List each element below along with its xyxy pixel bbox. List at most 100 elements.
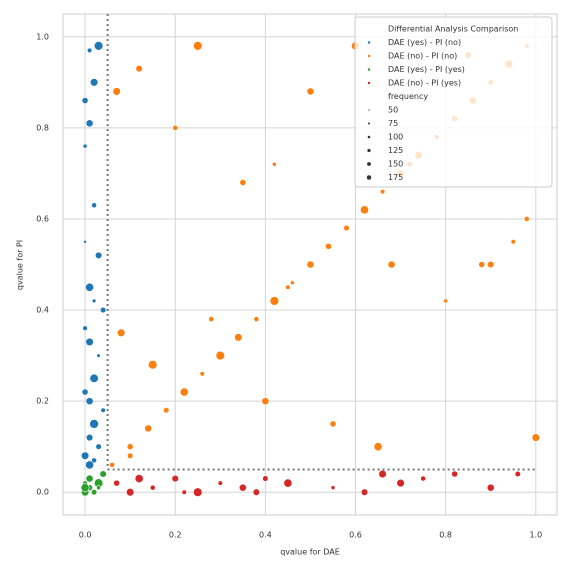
point <box>89 373 99 383</box>
point <box>343 224 350 232</box>
point <box>93 41 104 51</box>
point <box>113 479 121 487</box>
x-tick-label: 0.4 <box>259 531 272 540</box>
point <box>325 242 332 250</box>
point <box>373 442 383 452</box>
point <box>360 488 369 496</box>
point <box>253 316 260 323</box>
point <box>420 475 427 482</box>
point <box>193 487 203 497</box>
point <box>99 470 107 478</box>
legend-size-label: 50 <box>388 106 398 115</box>
x-tick-label: 0.2 <box>169 531 182 540</box>
legend-label: DAE (yes) - PI (yes) <box>388 65 465 74</box>
y-tick-label: 0.2 <box>36 397 49 406</box>
point <box>144 424 153 433</box>
point <box>85 397 94 406</box>
point <box>109 462 116 468</box>
x-tick-label: 0.6 <box>349 531 362 540</box>
x-tick-label: 0.0 <box>79 531 92 540</box>
point <box>443 298 449 304</box>
point <box>81 97 89 104</box>
point <box>85 337 94 347</box>
point <box>134 474 144 483</box>
legend-marker <box>367 41 371 44</box>
legend-label: DAE (yes) - PI (no) <box>388 38 461 47</box>
point <box>85 119 94 128</box>
legend-marker <box>367 68 371 71</box>
point <box>510 239 516 245</box>
legend-size-label: 175 <box>388 173 403 182</box>
legend-size-marker <box>367 162 371 166</box>
point <box>163 407 170 414</box>
point <box>217 480 223 486</box>
point <box>81 388 89 396</box>
point <box>149 484 156 491</box>
point <box>252 488 261 496</box>
point <box>261 397 270 406</box>
point <box>127 452 134 459</box>
point <box>487 260 495 269</box>
point <box>523 216 530 222</box>
point <box>85 433 94 442</box>
point <box>80 483 90 493</box>
plot-frame <box>62 13 558 516</box>
point <box>290 280 295 286</box>
x-axis-label: qvalue for DAE <box>280 548 340 557</box>
point <box>330 485 336 491</box>
point <box>283 478 293 488</box>
y-tick-label: 0.4 <box>36 306 49 315</box>
point <box>126 443 134 451</box>
point <box>238 483 247 492</box>
point <box>181 489 187 495</box>
point <box>90 489 98 496</box>
legend-size-marker <box>366 175 372 180</box>
point <box>91 298 97 304</box>
point <box>514 470 521 478</box>
point <box>306 260 315 269</box>
point <box>96 485 101 491</box>
point <box>89 419 99 429</box>
y-tick-label: 1.0 <box>36 32 49 41</box>
point <box>172 124 179 131</box>
point <box>478 261 486 268</box>
point <box>89 78 99 87</box>
point <box>215 350 225 361</box>
point <box>85 282 95 292</box>
legend-label: DAE (no) - PI (no) <box>388 52 457 61</box>
point <box>378 469 387 479</box>
point <box>329 420 337 428</box>
legend-size-label: 100 <box>388 133 403 142</box>
point <box>91 202 97 209</box>
point <box>396 478 405 488</box>
x-tick-label: 1.0 <box>529 531 542 540</box>
point <box>387 260 396 269</box>
legend-size-label: 150 <box>388 160 403 169</box>
point <box>306 87 315 96</box>
point <box>193 41 203 51</box>
legend-size-marker <box>367 148 371 153</box>
point <box>208 316 215 323</box>
point <box>100 407 106 413</box>
point <box>112 87 121 96</box>
legend-title: Differential Analysis Comparison <box>388 25 518 34</box>
legend-size-label: 125 <box>388 146 403 155</box>
point <box>234 333 243 342</box>
legend-label: DAE (no) - PI (yes) <box>388 79 461 88</box>
legend-marker <box>367 54 371 58</box>
legend-size-label: 75 <box>388 119 398 128</box>
legend-box <box>354 16 553 188</box>
point <box>451 470 459 478</box>
point <box>199 371 205 377</box>
y-tick-label: 0.8 <box>36 123 49 132</box>
point <box>148 360 158 370</box>
point <box>85 460 95 470</box>
point <box>85 474 94 483</box>
point <box>116 328 126 337</box>
legend-size-title: frequency <box>388 92 428 101</box>
point <box>171 474 179 483</box>
point <box>91 457 97 464</box>
point <box>82 143 88 149</box>
point <box>285 284 291 290</box>
